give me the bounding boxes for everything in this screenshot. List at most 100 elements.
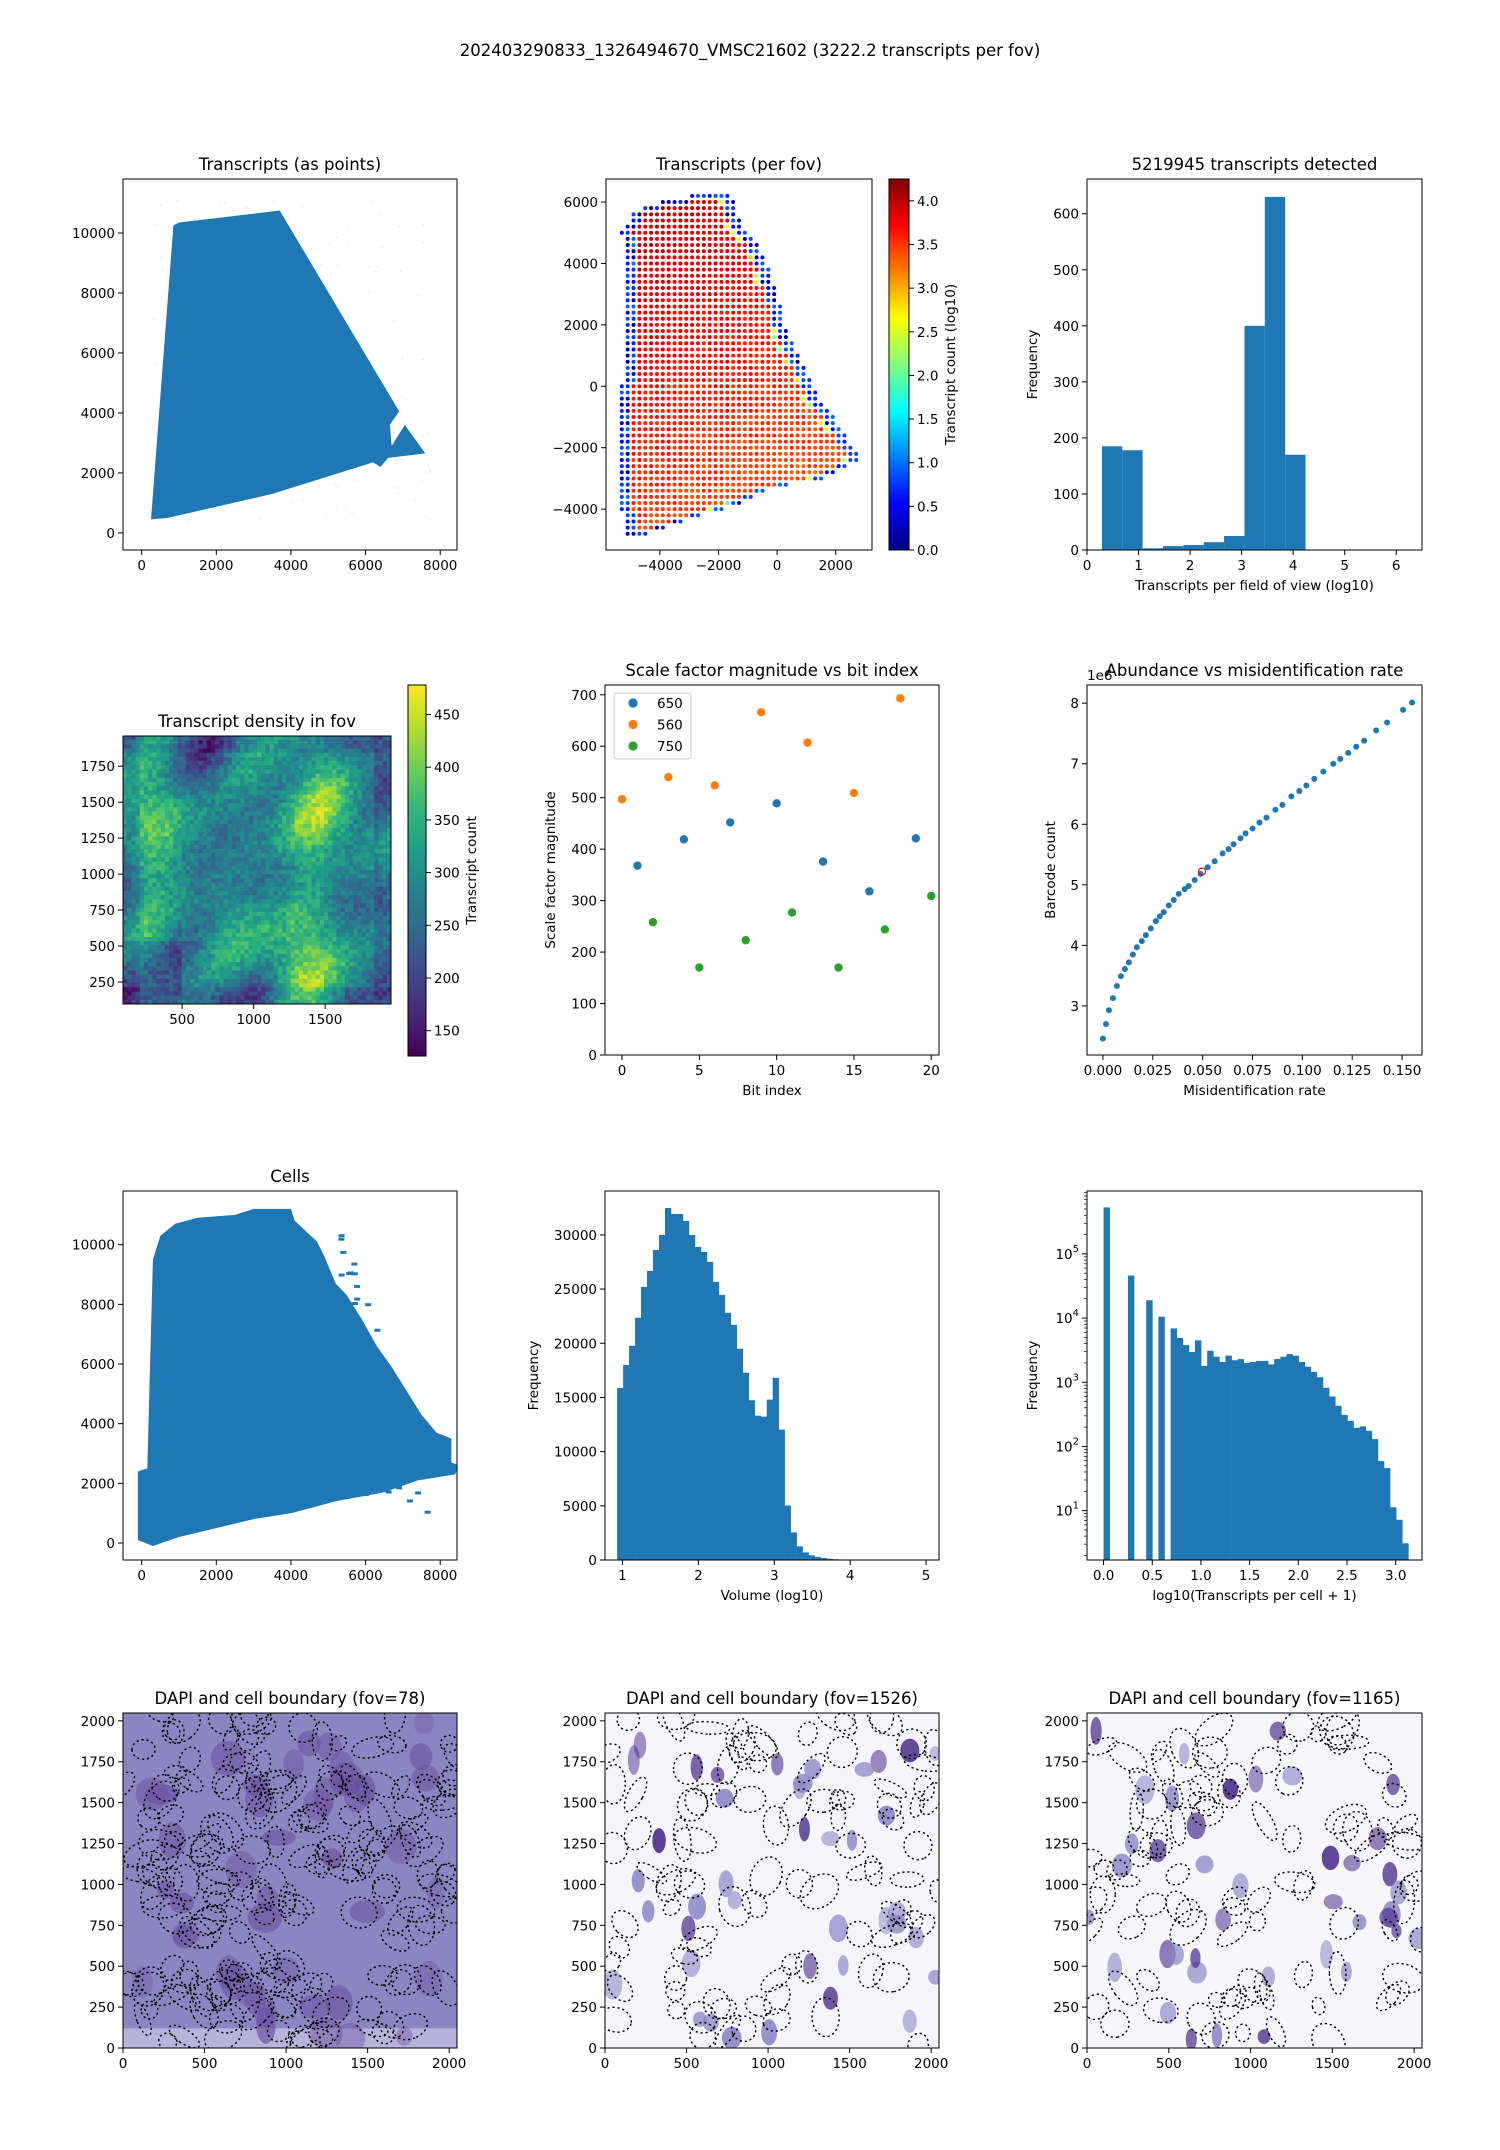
heatmap-cell <box>143 790 149 796</box>
heatmap-cell <box>361 916 367 921</box>
fov-point <box>660 390 665 395</box>
heatmap-cell <box>277 937 283 942</box>
heatmap-cell <box>223 786 229 791</box>
heatmap-cell <box>307 861 312 867</box>
heatmap-cell <box>315 815 321 821</box>
heatmap-cell <box>173 899 178 904</box>
fov-point <box>742 316 747 321</box>
fov-point <box>637 267 642 272</box>
heatmap-cell <box>332 840 337 846</box>
heatmap-cell <box>378 895 384 900</box>
fov-point <box>643 470 648 475</box>
fov-point <box>672 519 677 524</box>
heatmap-cell <box>215 903 220 909</box>
fov-point <box>789 384 794 389</box>
fov-point <box>760 304 765 309</box>
fov-point <box>619 390 624 395</box>
heatmap-cell <box>185 782 191 787</box>
fov-point <box>631 249 636 254</box>
heatmap-cell <box>357 794 363 800</box>
heatmap-cell <box>206 777 212 783</box>
heatmap-cell <box>303 765 308 770</box>
fov-point <box>760 445 765 450</box>
heatmap-cell <box>148 811 153 816</box>
heatmap-cell <box>307 790 312 796</box>
heatmap-cell <box>244 752 250 758</box>
fov-point <box>678 335 683 340</box>
heatmap-cell <box>290 803 296 808</box>
heatmap-cell <box>194 740 199 745</box>
heatmap-cell <box>177 882 183 888</box>
heatmap-cell <box>315 807 321 812</box>
fov-point <box>783 445 788 450</box>
heatmap-cell <box>177 803 183 808</box>
heatmap-cell <box>382 874 388 879</box>
heatmap-cell <box>135 823 141 829</box>
fov-point <box>824 470 829 475</box>
heatmap-cell <box>273 895 279 900</box>
heatmap-cell <box>206 836 212 842</box>
heatmap-cell <box>374 740 379 745</box>
heatmap-cell <box>315 861 321 867</box>
fov-point <box>619 488 624 493</box>
heatmap-cell <box>194 882 199 888</box>
heatmap-cell <box>303 878 308 883</box>
heatmap-cell <box>194 932 199 938</box>
fov-point <box>654 243 659 248</box>
heatmap-cell <box>215 874 220 879</box>
fov-point <box>666 433 671 438</box>
heatmap-cell <box>181 752 187 758</box>
heatmap-cell <box>240 861 245 867</box>
heatmap-cell <box>353 903 358 909</box>
heatmap-cell <box>252 907 258 913</box>
heatmap-cell <box>386 916 391 921</box>
heatmap-cell <box>244 819 250 825</box>
heatmap-cell <box>269 828 275 833</box>
heatmap-cell <box>244 828 250 833</box>
fov-point <box>695 206 700 211</box>
heatmap-cell <box>177 928 183 934</box>
heatmap-cell <box>269 870 275 875</box>
fov-point <box>701 359 706 364</box>
heatmap-cell <box>227 911 233 917</box>
fov-point <box>701 464 706 469</box>
heatmap-cell <box>311 878 317 883</box>
heatmap-cell <box>198 794 203 800</box>
heatmap-cell <box>231 815 237 821</box>
heatmap-cell <box>370 811 375 816</box>
heatmap-cell <box>336 736 342 741</box>
heatmap-cell <box>252 890 258 896</box>
fov-point <box>660 292 665 297</box>
heatmap-cell <box>210 748 216 754</box>
heatmap-cell <box>139 748 145 754</box>
heatmap-cell <box>349 924 354 930</box>
fov-point <box>783 359 788 364</box>
fov-point <box>701 378 706 383</box>
heatmap-cell <box>185 937 191 942</box>
heatmap-cell <box>252 832 258 837</box>
heatmap-cell <box>198 882 203 888</box>
fov-point <box>643 439 648 444</box>
heatmap-cell <box>257 857 262 863</box>
heatmap-cell <box>248 777 254 783</box>
heatmap-cell <box>190 765 195 770</box>
heatmap-cell <box>340 907 346 913</box>
fov-point <box>672 206 677 211</box>
fov-point <box>631 359 636 364</box>
fov-point <box>678 470 683 475</box>
heatmap-cell <box>227 870 233 875</box>
heatmap-cell <box>365 823 371 829</box>
heatmap-cell <box>269 765 275 770</box>
fov-point <box>643 408 648 413</box>
heatmap-cell <box>374 903 379 909</box>
fov-point <box>619 427 624 432</box>
heatmap-cell <box>169 920 174 925</box>
heatmap-cell <box>386 819 391 825</box>
heatmap-cell <box>227 932 233 938</box>
heatmap-cell <box>181 878 187 883</box>
fov-point <box>783 482 788 487</box>
fov-point <box>637 488 642 493</box>
heatmap-cell <box>261 794 266 800</box>
heatmap-cell <box>261 878 266 883</box>
heatmap-cell <box>219 823 224 829</box>
